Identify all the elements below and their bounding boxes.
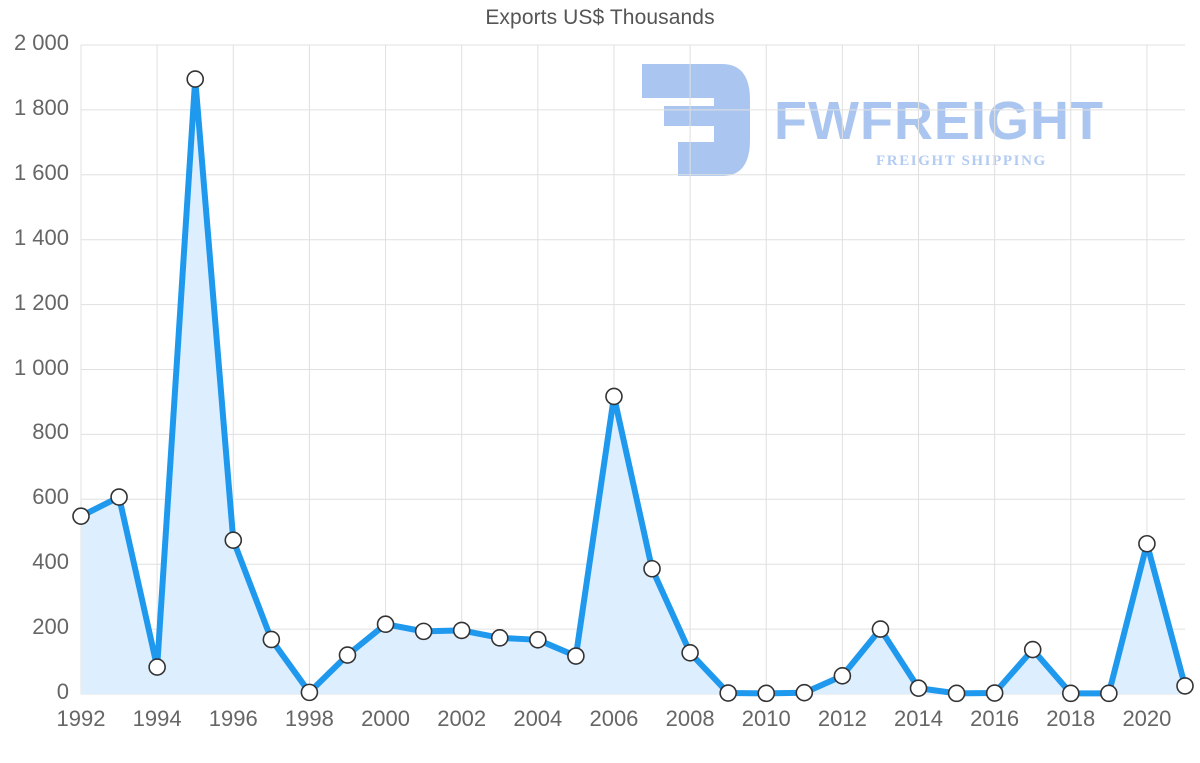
x-axis-tick-label: 2010 [741, 706, 791, 731]
data-point-marker: 2009: 3 [719, 684, 737, 702]
x-axis-tick-label: 2006 [589, 706, 639, 731]
y-axis-tick-label: 1 400 [13, 224, 69, 250]
y-axis-tick-label: 1 800 [13, 94, 69, 120]
y-axis-tick-label: 400 [32, 549, 69, 575]
data-point-marker: 2010: 2 [757, 684, 776, 703]
data-point-marker: 2019: 2 [1100, 684, 1118, 703]
data-point-marker: 2000: 215 [376, 615, 395, 634]
x-axis-tick-label: 1992 [56, 706, 106, 731]
y-axis-tick-label: 1 000 [13, 354, 69, 380]
data-point-marker: 2012: 56 [833, 667, 852, 685]
y-axis-tick-label: 800 [32, 419, 69, 445]
y-axis-tick-label: 600 [32, 484, 69, 510]
x-axis-tick-label: 2004 [513, 706, 563, 731]
data-point-marker: 2020: 463 [1138, 534, 1156, 553]
data-point-marker: 2002: 196 [452, 621, 471, 640]
x-axis-tick-label: 2008 [665, 706, 715, 731]
x-axis-tick-label: 2016 [970, 706, 1020, 731]
data-point-marker: 2014: 18 [909, 679, 928, 697]
data-point-marker: 1992: 548 [72, 507, 90, 525]
data-point-marker: 2015: 2 [947, 684, 966, 703]
chart-title: Exports US$ Thousands [485, 6, 715, 29]
y-axis-tick-label: 0 [56, 679, 69, 704]
x-axis-tick-label: 2002 [437, 706, 487, 731]
data-point-marker: 1993: 607 [110, 488, 128, 506]
x-axis-tick-label: 1996 [208, 706, 258, 731]
x-axis-tick-label: 2020 [1122, 706, 1172, 731]
data-point-marker: 2003: 173 [490, 629, 509, 647]
y-axis-tick-label: 1 600 [13, 159, 69, 185]
y-axis-tick-label: 2 000 [13, 30, 69, 55]
series-line [78, 76, 1188, 697]
x-axis-tick-label: 2000 [361, 706, 411, 731]
data-point-marker: 2005: 117 [567, 647, 585, 665]
x-axis-tick-label: 2012 [817, 706, 867, 731]
series-markers: 1992: 548 1993: 607 1994: 83 1995: 1895 1996… [72, 70, 1194, 703]
data-point-marker: 2017: 137 [1023, 640, 1042, 659]
data-point-marker: 2008: 127 [681, 643, 699, 662]
data-point-marker: 2006: 917 [605, 387, 623, 406]
data-point-marker: 1997: 168 [262, 630, 281, 649]
data-point-marker: 2013: 200 [871, 620, 890, 638]
data-point-marker: 1999: 120 [338, 646, 357, 664]
x-axis-tick-label: 1994 [132, 706, 182, 731]
data-point-marker: 2018: 2 [1061, 684, 1080, 703]
data-point-marker: 2007: 386 [643, 559, 661, 578]
y-axis-tick-label: 1 200 [13, 289, 69, 315]
x-axis-tick-label: 2014 [894, 706, 943, 731]
data-point-marker: 1995: 1895 [186, 70, 205, 88]
data-point-marker: 1994: 83 [148, 658, 166, 676]
data-point-marker: 2004: 167 [529, 631, 547, 649]
data-point-marker: 1996: 474 [224, 531, 243, 549]
data-point-marker: 1998: 5 [300, 683, 319, 702]
x-axis-tick-label: 2018 [1046, 706, 1096, 731]
data-point-marker: 2011: 4 [795, 683, 814, 702]
y-axis-tick-label: 200 [32, 614, 69, 640]
data-point-marker: 2016: 3 [985, 684, 1004, 702]
series-area-fill [81, 79, 1185, 694]
x-axis-tick-label: 1998 [284, 706, 334, 731]
data-point-marker: 2021: 25 [1176, 677, 1194, 695]
